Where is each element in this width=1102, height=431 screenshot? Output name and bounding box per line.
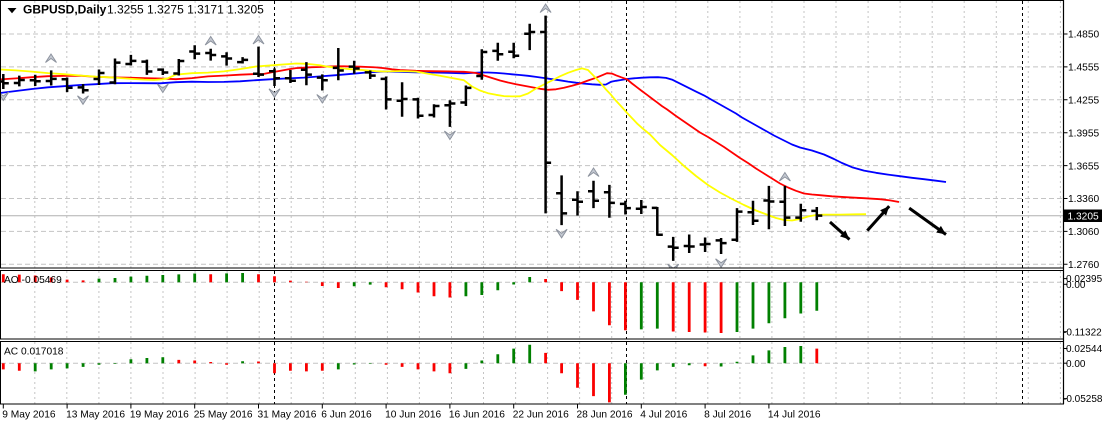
svg-text:1.3655: 1.3655	[1068, 161, 1099, 172]
svg-text:28 Jun 2016: 28 Jun 2016	[577, 410, 633, 421]
svg-text:9 May 2016: 9 May 2016	[2, 410, 56, 421]
svg-text:22 Jun 2016: 22 Jun 2016	[513, 410, 569, 421]
svg-text:4 Jul 2016: 4 Jul 2016	[640, 410, 687, 421]
svg-text:1.3255 1.3275 1.3171 1.3205: 1.3255 1.3275 1.3171 1.3205	[107, 3, 264, 17]
svg-text:0.00: 0.00	[1066, 359, 1086, 370]
svg-text:1.3360: 1.3360	[1068, 194, 1099, 205]
svg-text:25 May 2016: 25 May 2016	[194, 410, 253, 421]
svg-text:1.4255: 1.4255	[1068, 96, 1099, 107]
svg-text:1.3060: 1.3060	[1068, 227, 1099, 238]
svg-text:1.3205: 1.3205	[1068, 211, 1099, 222]
svg-text:16 Jun 2016: 16 Jun 2016	[449, 410, 505, 421]
svg-text:0.02395: 0.02395	[1066, 274, 1102, 285]
svg-text:1.4555: 1.4555	[1068, 63, 1099, 74]
svg-text:1.2760: 1.2760	[1068, 260, 1099, 271]
svg-text:19 May 2016: 19 May 2016	[130, 410, 189, 421]
svg-text:13 May 2016: 13 May 2016	[66, 410, 125, 421]
svg-text:AC 0.017018: AC 0.017018	[4, 347, 64, 358]
svg-text:1.3955: 1.3955	[1068, 128, 1099, 139]
svg-text:GBPUSD,Daily: GBPUSD,Daily	[23, 3, 107, 17]
svg-text:0.00: 0.00	[1066, 280, 1086, 291]
svg-text:31 May 2016: 31 May 2016	[258, 410, 317, 421]
svg-text:1.4850: 1.4850	[1068, 30, 1099, 41]
svg-text:8 Jul 2016: 8 Jul 2016	[704, 410, 751, 421]
svg-text:14 Jul 2016: 14 Jul 2016	[768, 410, 821, 421]
svg-text:-0.11322: -0.11322	[1063, 327, 1102, 338]
svg-text:6 Jun 2016: 6 Jun 2016	[321, 410, 372, 421]
svg-text:10 Jun 2016: 10 Jun 2016	[385, 410, 441, 421]
svg-text:-0.05258: -0.05258	[1063, 394, 1102, 405]
svg-text:0.025444: 0.025444	[1066, 344, 1102, 355]
svg-text:AO -0.05469: AO -0.05469	[4, 275, 62, 286]
